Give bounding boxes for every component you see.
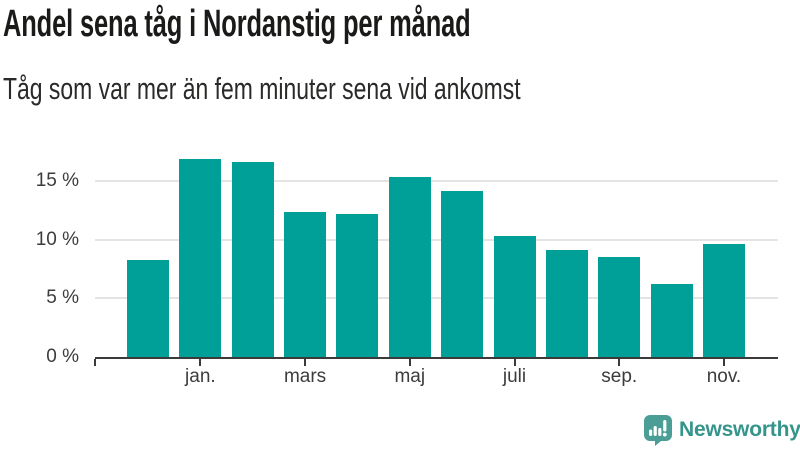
chart-title: Andel sena tåg i Nordanstig per månad <box>3 3 471 45</box>
bar-aug. <box>545 250 588 357</box>
x-axis-start-tick <box>94 359 96 366</box>
bar-jan. <box>179 159 222 357</box>
x-axis-tick <box>408 359 411 366</box>
gridline <box>95 297 778 300</box>
logo-exclamation-stem <box>663 419 667 431</box>
y-axis-tick-label: 15 % <box>35 170 79 192</box>
y-axis-tick-label: 0 % <box>46 346 79 367</box>
bar-feb. <box>231 162 274 357</box>
x-axis-tick <box>304 359 307 366</box>
logo-bar-small <box>649 429 653 436</box>
x-axis-tick-label: maj <box>394 366 426 387</box>
y-axis-tick-label: 10 % <box>35 228 79 250</box>
bar-juli <box>493 236 536 357</box>
x-axis-tick <box>199 359 202 366</box>
x-axis-tick <box>722 359 725 366</box>
bar-nov. <box>702 244 745 357</box>
logo-bar-medium <box>658 427 662 436</box>
x-axis-tick-label: juli <box>502 366 527 387</box>
bar-okt. <box>650 284 693 357</box>
bar-sep. <box>598 257 641 357</box>
chart-subtitle: Tåg som var mer än fem minuter sena vid … <box>3 71 521 106</box>
newsworthy-brand-name: Newsworthy <box>679 418 800 441</box>
x-axis-tick-label: nov. <box>706 366 742 387</box>
plot-area <box>95 140 778 359</box>
gridline <box>95 238 778 241</box>
bar-apr. <box>336 214 379 357</box>
y-axis-tick-label: 5 % <box>46 287 79 309</box>
bar-mars <box>284 212 327 357</box>
gridline <box>95 180 778 183</box>
x-axis-tick-label: jan. <box>185 366 216 387</box>
x-axis-tick <box>513 359 516 366</box>
bar-maj <box>388 177 431 357</box>
logo-bar-tall <box>653 425 657 436</box>
x-axis-tick-label: sep. <box>601 366 638 387</box>
x-axis-tick-label: mars <box>283 366 327 387</box>
newsworthy-logo-icon <box>644 414 672 446</box>
logo-exclamation-dot <box>662 432 667 436</box>
newsworthy-brand-link[interactable]: Newsworthy <box>644 414 800 446</box>
x-axis-tick <box>618 359 621 366</box>
bar-dec. <box>127 260 169 357</box>
bar-juni <box>441 191 484 357</box>
